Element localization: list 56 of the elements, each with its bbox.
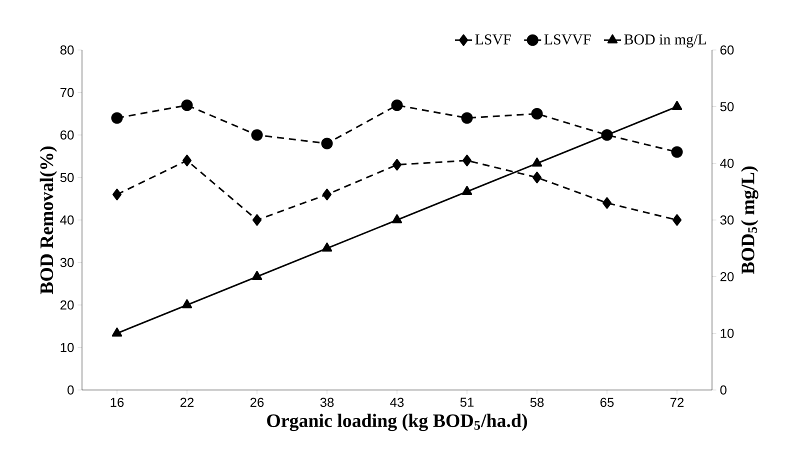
point bbox=[391, 99, 403, 112]
y2-tick-label: 0 bbox=[720, 385, 726, 395]
y-tick-label: 0 bbox=[68, 385, 74, 395]
x-tick-label: 38 bbox=[320, 398, 334, 407]
y2-axis-title: BOD$_{5}$( mg/L) bbox=[741, 166, 758, 274]
x-tick-label: 22 bbox=[180, 398, 194, 407]
point bbox=[252, 270, 262, 280]
legend-label: LSVF bbox=[475, 34, 511, 45]
point bbox=[602, 197, 612, 209]
point bbox=[322, 188, 332, 200]
y-tick-label: 80 bbox=[60, 45, 74, 55]
y-tick-label: 50 bbox=[60, 172, 74, 182]
point bbox=[462, 186, 472, 195]
point bbox=[392, 214, 402, 224]
point bbox=[181, 99, 193, 112]
y2-tick-label: 30 bbox=[720, 215, 734, 225]
y-tick-label: 70 bbox=[60, 88, 74, 98]
x-tick-label: 65 bbox=[600, 398, 614, 407]
point bbox=[251, 129, 263, 141]
point bbox=[182, 154, 192, 166]
y-tick-label: 20 bbox=[60, 300, 74, 310]
point bbox=[322, 242, 332, 252]
point bbox=[112, 188, 122, 200]
point bbox=[112, 328, 122, 337]
y2-tick-label: 60 bbox=[720, 45, 734, 55]
x-tick-label: 51 bbox=[460, 398, 474, 407]
x-tick-label: 58 bbox=[530, 398, 544, 407]
point bbox=[392, 158, 402, 171]
y-tick-label: 10 bbox=[60, 342, 74, 352]
legend-label: BOD in mg/L bbox=[624, 34, 706, 48]
y2-tick-label: 50 bbox=[720, 102, 734, 112]
point bbox=[672, 214, 682, 226]
y-tick-label: 60 bbox=[60, 130, 74, 140]
x-tick-label: 72 bbox=[670, 398, 684, 407]
y-tick-label: 30 bbox=[60, 258, 74, 268]
x-tick-label: 16 bbox=[110, 398, 124, 407]
y-tick-label: 40 bbox=[60, 215, 74, 225]
point bbox=[672, 100, 682, 110]
y-axis-title: BOD Removal(%) bbox=[40, 146, 57, 294]
point bbox=[461, 112, 473, 124]
y2-tick-label: 10 bbox=[720, 328, 734, 338]
x-tick-label: 26 bbox=[250, 398, 264, 407]
point bbox=[321, 138, 333, 150]
y2-tick-label: 40 bbox=[720, 158, 734, 168]
x-tick-label: 43 bbox=[390, 398, 404, 407]
point bbox=[111, 112, 123, 124]
point bbox=[532, 172, 542, 184]
point bbox=[182, 299, 192, 308]
point bbox=[671, 146, 683, 158]
point bbox=[462, 154, 472, 166]
y2-tick-label: 20 bbox=[720, 272, 734, 282]
x-axis-title: Organic loading (kg BOD$_{5}$/ha.d) bbox=[267, 414, 527, 432]
point bbox=[252, 214, 262, 226]
legend-label: LSVVF bbox=[544, 34, 591, 45]
point bbox=[532, 158, 542, 167]
point bbox=[531, 108, 543, 120]
